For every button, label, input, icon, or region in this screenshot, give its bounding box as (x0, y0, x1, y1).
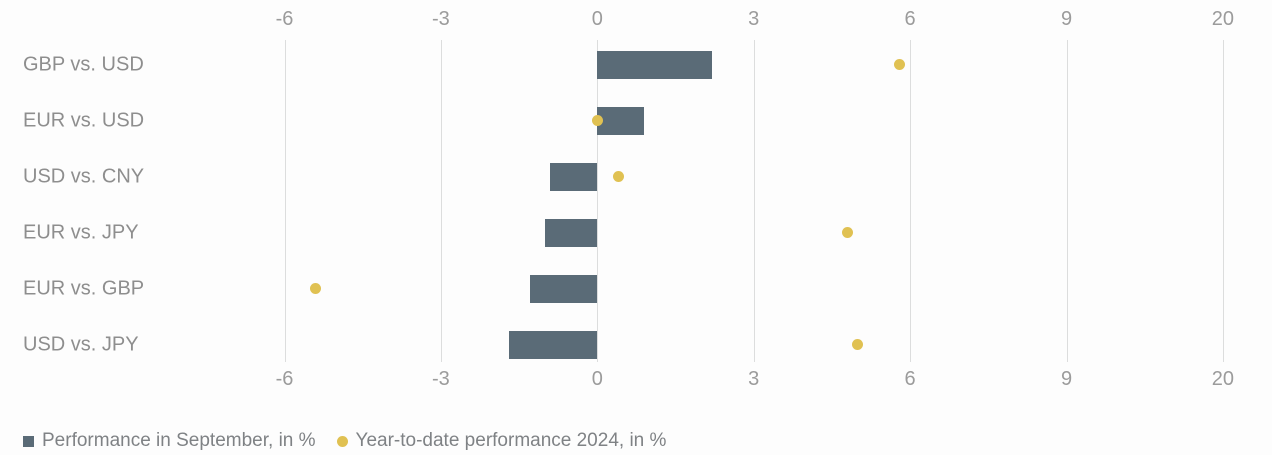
category-label: EUR vs. JPY (23, 221, 139, 243)
x-axis-tick-label-bottom: -6 (275, 368, 294, 390)
x-axis-tick-label-top: -6 (275, 8, 294, 30)
bar-performance-september (545, 218, 598, 247)
x-axis-tick-label-top: -3 (431, 8, 450, 30)
legend-label-september: Performance in September, in % (42, 430, 316, 451)
x-axis-tick-label-bottom: 3 (748, 368, 760, 390)
x-axis-tick-label-top: 20 (1211, 8, 1235, 30)
legend-item-ytd-performance: Year-to-date performance 2024, in % (336, 430, 667, 452)
dot-ytd-performance (894, 59, 906, 70)
x-axis-tick-label-bottom: 6 (904, 368, 916, 390)
bar-performance-september (597, 50, 712, 79)
category-label: GBP vs. USD (23, 53, 144, 75)
legend-item-september-performance: Performance in September, in % (23, 430, 316, 452)
dot-ytd-performance (842, 227, 854, 238)
dot-ytd-performance (612, 171, 624, 182)
x-axis-tick-label-top: 9 (1060, 8, 1073, 30)
x-axis-tick-label-top: 0 (591, 8, 603, 30)
gridline (597, 40, 599, 362)
x-axis-tick-label-bottom: 0 (591, 368, 603, 390)
bar-series-marker-icon (23, 435, 34, 447)
bar-performance-september (597, 106, 645, 135)
category-label: USD vs. JPY (23, 333, 139, 355)
legend-label-ytd: Year-to-date performance 2024, in % (355, 430, 667, 451)
chart-legend: Performance in September, in % Year-to-d… (23, 428, 666, 454)
dot-ytd-performance (310, 283, 322, 294)
bar-performance-september (508, 330, 598, 359)
gridline (1066, 40, 1068, 362)
gridline (1222, 40, 1224, 362)
bar-performance-september (529, 274, 598, 303)
category-label: EUR vs. GBP (23, 277, 145, 299)
dot-series-marker-icon (336, 435, 348, 447)
dot-ytd-performance (852, 339, 864, 350)
x-axis-tick-label-top: 3 (748, 8, 760, 30)
category-label: EUR vs. USD (23, 109, 145, 131)
bar-performance-september (550, 162, 598, 191)
x-axis-tick-label-bottom: 9 (1060, 368, 1073, 390)
gridline (910, 40, 912, 362)
category-label: USD vs. CNY (23, 165, 145, 187)
gridline (440, 40, 442, 362)
x-axis-tick-label-bottom: 20 (1211, 368, 1235, 390)
gridline (284, 40, 286, 362)
x-axis-tick-label-top: 6 (904, 8, 916, 30)
x-axis-tick-label-bottom: -3 (431, 368, 450, 390)
gridline (753, 40, 755, 362)
dot-ytd-performance (591, 115, 603, 126)
